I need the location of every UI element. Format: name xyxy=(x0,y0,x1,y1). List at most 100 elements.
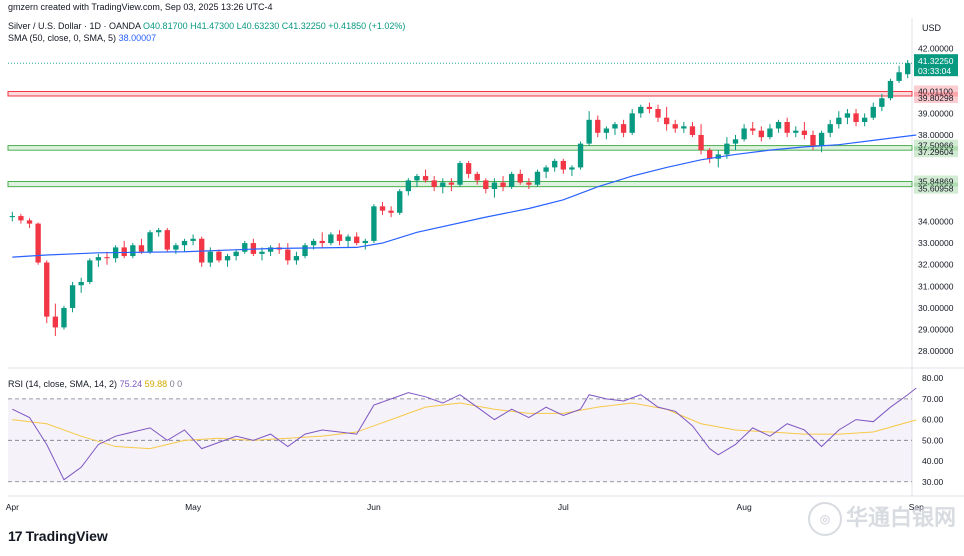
tradingview-brand[interactable]: 17 TradingView xyxy=(8,528,108,544)
candle-body xyxy=(750,128,756,131)
rsi-extra: 0 0 xyxy=(169,379,183,389)
ohlc-close: C41.32250 xyxy=(281,21,326,31)
last-price-tag xyxy=(914,54,958,77)
candle-body xyxy=(526,182,532,185)
candle-body xyxy=(138,245,145,252)
candle-body xyxy=(259,251,265,254)
candle-body xyxy=(500,182,506,187)
candle-body xyxy=(732,139,739,144)
candle-body xyxy=(371,206,377,241)
rsi-tick-label: 60.00 xyxy=(922,415,944,425)
sma-label: SMA (50, close, 0, SMA, 5) xyxy=(8,33,117,43)
candle-body xyxy=(836,117,842,125)
zone-upper-tag xyxy=(914,85,958,97)
rsi-line xyxy=(12,387,917,481)
candle-body xyxy=(78,282,84,286)
support-resistance-zone xyxy=(7,145,913,151)
candle-body xyxy=(793,130,799,133)
rsi-legend[interactable]: RSI (14, close, SMA, 14, 2) 75.24 59.88 … xyxy=(8,379,182,389)
ohlc-high: H41.47300 xyxy=(190,21,235,31)
candle-body xyxy=(698,134,704,151)
candle-body xyxy=(397,191,403,213)
candle-body xyxy=(457,163,463,185)
candle-body xyxy=(422,176,429,181)
candle-body xyxy=(474,173,480,181)
candle-body xyxy=(638,106,644,114)
candle-body xyxy=(190,238,196,241)
candle-body xyxy=(595,119,601,133)
price-tick-label: 29.00000 xyxy=(918,325,954,335)
last-price-value: 41.32250 xyxy=(918,56,954,66)
time-axis-label: Aug xyxy=(737,502,752,512)
candle-body xyxy=(827,124,833,133)
support-resistance-zone xyxy=(7,90,913,97)
candle-body xyxy=(870,106,876,118)
candle-body xyxy=(853,113,859,122)
candle-body xyxy=(448,182,455,185)
zone-lower-tag xyxy=(914,182,958,194)
candle-body xyxy=(18,216,24,221)
candle-body xyxy=(646,106,653,110)
created-by-line: gmzern created with TradingView.com, Sep… xyxy=(8,2,273,12)
zone-upper-label: 37.50966 xyxy=(918,141,954,151)
candle-body xyxy=(61,307,67,328)
candle-body xyxy=(414,176,420,181)
candle-body xyxy=(879,98,885,107)
candle-body xyxy=(310,240,317,246)
candle-body xyxy=(44,262,50,317)
ohlc-open: O40.81700 xyxy=(143,21,188,31)
candle-body xyxy=(173,245,179,250)
candle-body xyxy=(612,124,618,129)
rsi-tick-label: 40.00 xyxy=(922,456,944,466)
candle-body xyxy=(440,182,446,187)
candle-body xyxy=(491,182,498,190)
candle-body xyxy=(207,251,213,263)
price-tick-label: 34.00000 xyxy=(918,216,954,226)
price-tick-label: 31.00000 xyxy=(918,281,954,291)
time-axis-label: Jun xyxy=(367,502,381,512)
brand-name: TradingView xyxy=(25,528,108,544)
price-tick-label: 42.00000 xyxy=(918,43,954,53)
rsi-tick-label: 70.00 xyxy=(922,394,944,404)
candle-body xyxy=(741,128,747,140)
price-tick-label: 33.00000 xyxy=(918,238,954,248)
candle-body xyxy=(319,240,325,244)
candle-body xyxy=(707,150,713,159)
sma-legend[interactable]: SMA (50, close, 0, SMA, 5) 38.00007 xyxy=(8,33,156,43)
candle-body xyxy=(552,160,558,168)
candle-body xyxy=(844,113,851,118)
candle-body xyxy=(603,128,610,133)
rsi-ma-line xyxy=(12,402,917,450)
candle-body xyxy=(405,180,412,192)
candle-body xyxy=(35,223,41,263)
candle-body xyxy=(560,160,566,170)
sma-line xyxy=(12,134,917,258)
candle-body xyxy=(465,163,472,174)
candle-body xyxy=(620,124,627,133)
symbol-name: Silver / U.S. Dollar · 1D · OANDA xyxy=(8,21,141,31)
candle-body xyxy=(758,130,765,138)
candle-body xyxy=(818,132,825,146)
candle-body xyxy=(242,243,248,252)
candle-body xyxy=(775,122,782,129)
candle-body xyxy=(130,245,136,257)
candle-body xyxy=(672,124,678,129)
candle-body xyxy=(905,63,911,75)
candle-body xyxy=(9,216,15,218)
price-tick-label: 38.00000 xyxy=(918,130,954,140)
candle-body xyxy=(302,245,308,257)
candle-body xyxy=(345,236,351,241)
candle-body xyxy=(483,180,489,190)
watermark-logo-icon: ◎ xyxy=(808,502,842,537)
candle-body xyxy=(655,109,661,118)
rsi-value: 75.24 xyxy=(119,379,143,389)
candle-body xyxy=(569,167,575,170)
countdown-value: 03:33:04 xyxy=(918,66,951,76)
candle-body xyxy=(431,180,437,187)
time-axis-label: Sep xyxy=(909,502,924,512)
candle-body xyxy=(52,316,59,328)
candle-body xyxy=(861,117,868,122)
candle-body xyxy=(681,126,687,129)
